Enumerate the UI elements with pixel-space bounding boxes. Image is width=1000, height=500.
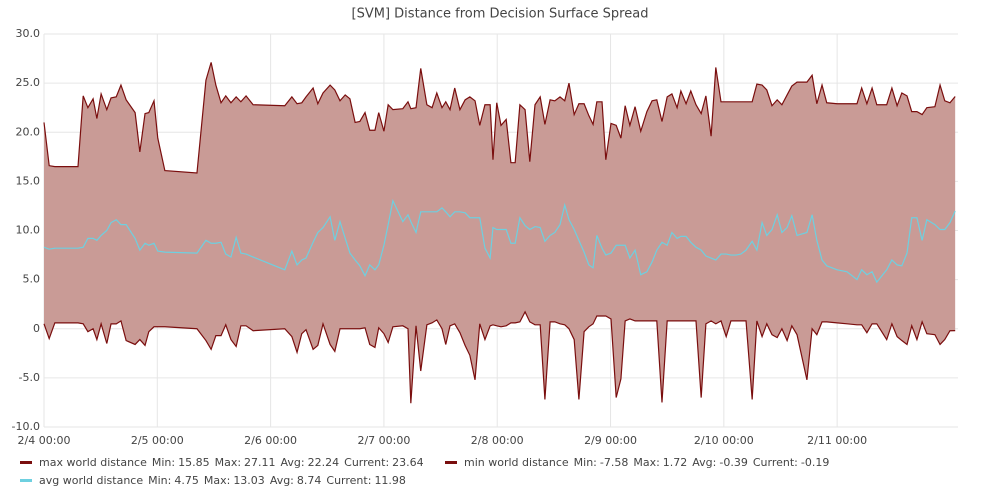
stat-value: -0.39 <box>719 456 748 469</box>
legend-label: avg world distance <box>39 474 144 487</box>
x-tick-label: 2/8 00:00 <box>471 434 524 447</box>
stat-label: Avg: <box>692 456 717 469</box>
stat-label: Min: <box>151 456 176 469</box>
stat-label: Max: <box>633 456 660 469</box>
legend-swatch <box>20 479 32 482</box>
x-tick-label: 2/9 00:00 <box>584 434 637 447</box>
y-tick-label: 25.0 <box>16 76 41 89</box>
stat-value: -0.19 <box>800 456 830 469</box>
band-fill <box>44 62 956 404</box>
stat-value: 11.98 <box>374 474 406 487</box>
chart-title: [SVM] Distance from Decision Surface Spr… <box>352 7 649 22</box>
legend-label: min world distance <box>464 456 569 469</box>
x-tick-label: 2/5 00:00 <box>131 434 184 447</box>
x-tick-label: 2/10 00:00 <box>694 434 754 447</box>
stat-label: Max: <box>203 474 231 487</box>
series-line <box>43 310 956 404</box>
y-tick-label: -5.0 <box>19 371 40 384</box>
y-tick-label: 30.0 <box>16 27 41 40</box>
legend-label: max world distance <box>39 456 147 469</box>
stat-label: Current: <box>326 474 372 487</box>
legend-item: min world distance Min: -7.58 Max: 1.72 Avg: -… <box>445 456 829 469</box>
stat-label: Min: <box>148 474 172 487</box>
y-tick-label: 15.0 <box>16 174 41 187</box>
legend-swatch <box>20 461 32 464</box>
stat-value: 22.24 <box>307 456 340 469</box>
legend-swatch <box>445 461 457 464</box>
stat-value: -7.58 <box>599 456 629 469</box>
stat-value: 23.64 <box>392 456 424 469</box>
stat-label: Avg: <box>280 456 305 469</box>
y-tick-label: -10.0 <box>12 420 40 433</box>
x-tick-label: 2/11 00:00 <box>807 434 867 447</box>
stat-value: 15.85 <box>178 456 210 469</box>
stat-label: Min: <box>573 456 597 469</box>
y-tick-label: 20.0 <box>16 125 41 138</box>
legend-item: avg world distance Min: 4.75 Max: 13.03 Avg: 8… <box>20 474 406 487</box>
stat-value: 4.75 <box>174 474 199 487</box>
x-tick-label: 2/7 00:00 <box>357 434 410 447</box>
stat-label: Current: <box>344 456 390 469</box>
stat-value: 8.74 <box>296 474 322 487</box>
legend-item: max world distance Min: 15.85 Max: 27.11 Avg:… <box>20 456 424 469</box>
stat-value: 13.03 <box>233 474 265 487</box>
stat-value: 27.11 <box>244 456 276 469</box>
y-tick-label: 0 <box>33 322 40 335</box>
y-tick-label: 10.0 <box>16 224 41 237</box>
x-tick-label: 2/4 00:00 <box>18 434 71 447</box>
series-line <box>43 62 956 174</box>
stat-label: Avg: <box>269 474 294 487</box>
stat-value: 1.72 <box>662 456 688 469</box>
y-tick-label: 5.0 <box>23 273 41 286</box>
stat-label: Current: <box>752 456 798 469</box>
x-tick-label: 2/6 00:00 <box>244 434 297 447</box>
series-line <box>43 198 956 284</box>
stat-label: Max: <box>214 456 242 469</box>
